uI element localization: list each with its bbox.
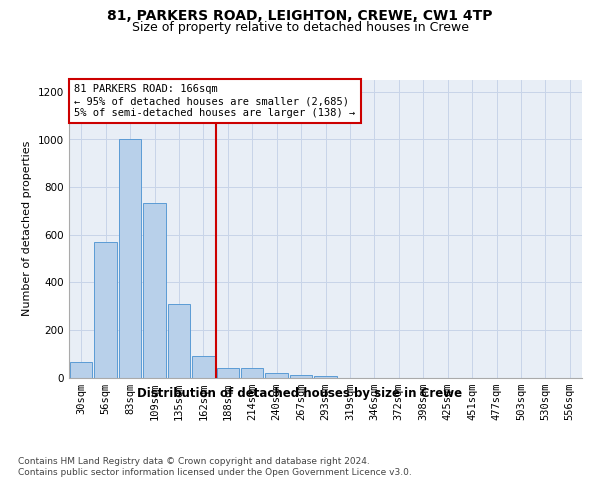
Bar (314, 376, 337, 378)
Bar (119, 140, 142, 378)
Y-axis label: Number of detached properties: Number of detached properties (22, 141, 32, 316)
Bar (290, 375, 313, 378)
Bar (192, 356, 215, 378)
Bar (241, 368, 263, 378)
Text: 81 PARKERS ROAD: 166sqm
← 95% of detached houses are smaller (2,685)
5% of semi-: 81 PARKERS ROAD: 166sqm ← 95% of detache… (74, 84, 355, 117)
Text: Size of property relative to detached houses in Crewe: Size of property relative to detached ho… (131, 21, 469, 34)
Bar (217, 368, 239, 378)
Bar (70, 362, 92, 378)
Bar (94, 242, 117, 378)
Text: 81, PARKERS ROAD, LEIGHTON, CREWE, CW1 4TP: 81, PARKERS ROAD, LEIGHTON, CREWE, CW1 4… (107, 9, 493, 23)
Bar (167, 304, 190, 378)
Bar (143, 202, 166, 378)
Text: Contains HM Land Registry data © Crown copyright and database right 2024.
Contai: Contains HM Land Registry data © Crown c… (18, 458, 412, 477)
Text: Distribution of detached houses by size in Crewe: Distribution of detached houses by size … (137, 388, 463, 400)
Bar (265, 372, 288, 378)
